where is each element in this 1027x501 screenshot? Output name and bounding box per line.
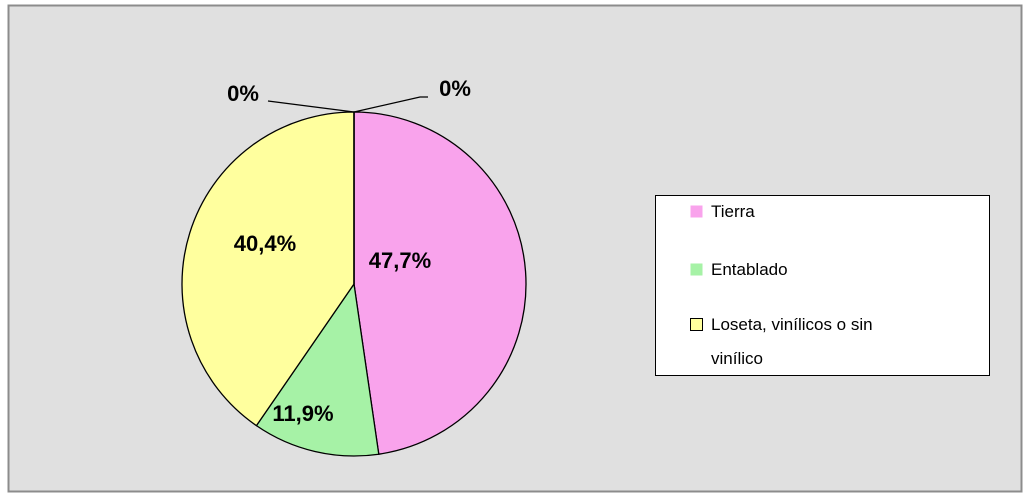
leader-line <box>267 100 355 113</box>
legend-item: Loseta, vinílicos o sin vinílico <box>711 315 873 368</box>
data-label: 11,9% <box>272 401 333 426</box>
legend-label: Tierra <box>711 202 755 221</box>
data-label: 0% <box>439 76 471 101</box>
data-label: 40,4% <box>234 231 296 256</box>
data-label: 0% <box>227 81 259 106</box>
legend-box <box>655 195 990 376</box>
legend-label: Loseta, vinílicos o sin vinílico <box>711 315 873 368</box>
data-label: 47,7% <box>369 248 431 273</box>
legend-swatch <box>690 263 703 276</box>
legend-swatch <box>690 318 703 331</box>
legend-swatch <box>690 205 703 218</box>
pie-slice <box>181 111 355 427</box>
legend-item: Entablado <box>711 260 788 279</box>
pie-slice <box>255 282 380 457</box>
legend-label: Entablado <box>711 260 788 279</box>
leader-line <box>353 96 428 113</box>
pie-slice <box>353 111 527 455</box>
legend-item: Tierra <box>711 202 755 221</box>
